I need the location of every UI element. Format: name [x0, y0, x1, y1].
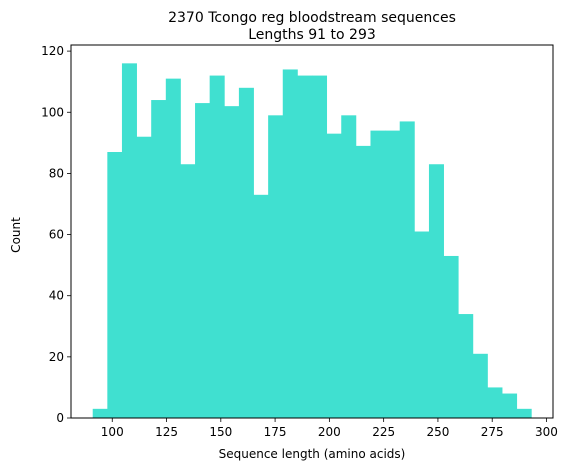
histogram-bar	[355, 145, 371, 419]
histogram-bar	[180, 164, 196, 418]
histogram-bar	[195, 103, 211, 419]
x-tick-label: 150	[209, 425, 232, 439]
histogram-bar	[487, 387, 503, 418]
y-tick-label: 120	[41, 44, 64, 58]
x-axis-ticks: 100 125 150 175 200 225 250 275 300	[101, 418, 558, 439]
x-tick-label: 250	[426, 425, 449, 439]
x-tick-label: 175	[264, 425, 287, 439]
histogram-bar	[224, 106, 240, 419]
histogram-bar	[253, 194, 269, 418]
histogram-bar	[282, 69, 298, 418]
y-tick-label: 100	[41, 105, 64, 119]
y-axis-ticks: 0 20 40 60 80 100 120	[41, 44, 71, 425]
histogram-bar	[472, 353, 488, 418]
histogram-bar	[165, 78, 181, 418]
histogram-bar	[209, 75, 225, 419]
x-tick-label: 100	[101, 425, 124, 439]
plot-frame	[70, 44, 554, 419]
x-tick-label: 300	[535, 425, 558, 439]
histogram-bar	[238, 87, 254, 418]
histogram-bar	[326, 133, 342, 418]
histogram-bar	[268, 115, 284, 418]
histogram-bar	[385, 130, 401, 418]
y-axis-label: Count	[9, 217, 23, 253]
x-tick-label: 200	[318, 425, 341, 439]
histogram-bar	[516, 408, 532, 418]
histogram-bar	[107, 152, 123, 419]
histogram-bar	[151, 100, 167, 419]
y-tick-label: 40	[49, 289, 64, 303]
x-tick-label: 125	[155, 425, 178, 439]
histogram-bar	[458, 314, 474, 418]
histogram-bar	[370, 130, 386, 418]
histogram-bar	[312, 75, 328, 419]
histogram-bar	[443, 255, 459, 418]
histogram-bar	[502, 393, 518, 418]
y-tick-label: 20	[49, 350, 64, 364]
histogram-bar	[92, 408, 108, 418]
x-tick-label: 225	[372, 425, 395, 439]
bars-group	[92, 63, 532, 419]
histogram-bar	[399, 121, 415, 419]
histogram-bar	[428, 164, 444, 418]
x-tick-label: 275	[481, 425, 504, 439]
chart-title: 2370 Tcongo reg bloodstream sequences	[168, 10, 456, 26]
y-tick-label: 80	[49, 166, 64, 180]
y-tick-label: 0	[56, 411, 64, 425]
x-axis-label: Sequence length (amino acids)	[219, 447, 406, 461]
chart-subtitle: Lengths 91 to 293	[248, 27, 376, 43]
histogram-bar	[136, 136, 152, 418]
histogram-bar	[414, 231, 430, 418]
histogram-bar	[121, 63, 137, 418]
histogram-bar	[297, 75, 313, 419]
histogram-bar	[341, 115, 357, 418]
y-tick-label: 60	[49, 228, 64, 242]
